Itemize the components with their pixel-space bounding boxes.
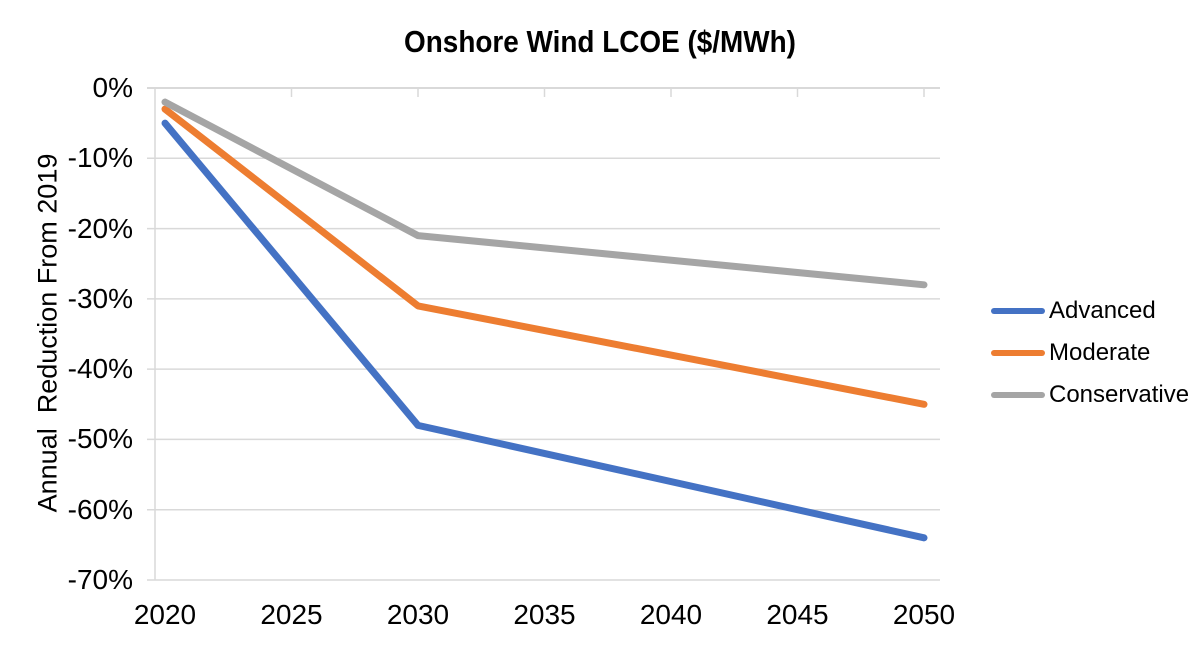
- legend-marker-conservative-line: [991, 391, 1045, 398]
- chart-title: Onshore Wind LCOE ($/MWh): [404, 24, 796, 59]
- y-tick-label: -20%: [67, 212, 133, 244]
- legend-item-advanced: Advanced: [991, 296, 1189, 325]
- legend-item-conservative: Conservative: [991, 380, 1189, 409]
- x-tick-label: 2020: [133, 599, 197, 630]
- x-tick-label: 2040: [639, 599, 703, 630]
- legend-marker-moderate-line: [991, 349, 1045, 356]
- legend-item-moderate: Moderate: [991, 338, 1189, 367]
- y-tick-label: -50%: [67, 423, 133, 455]
- x-tick-label: 2050: [892, 599, 956, 630]
- series-line-advanced: [161, 119, 928, 542]
- y-tick-label: -40%: [67, 353, 133, 385]
- x-tick-label: 2030: [386, 599, 450, 630]
- legend-label: Advanced: [1049, 296, 1156, 324]
- x-tick-label: 2045: [766, 599, 829, 630]
- y-axis-title: Annual Reduction From 2019: [32, 153, 63, 513]
- series-line-moderate: [161, 105, 928, 408]
- y-tick-label: -10%: [67, 142, 133, 174]
- legend: Advanced Moderate Conservative: [991, 296, 1189, 409]
- x-tick-label: 2035: [513, 599, 576, 630]
- series-line-conservative: [161, 98, 928, 289]
- legend-marker-advanced-line: [991, 307, 1045, 314]
- y-tick-label: -60%: [67, 493, 133, 525]
- x-tick-label: 2025: [260, 599, 323, 630]
- legend-label: Moderate: [1049, 338, 1151, 366]
- y-tick-label: -30%: [67, 282, 133, 314]
- y-tick-label: 0%: [92, 72, 133, 103]
- y-tick-label: -70%: [67, 564, 133, 595]
- legend-label: Conservative: [1049, 380, 1190, 408]
